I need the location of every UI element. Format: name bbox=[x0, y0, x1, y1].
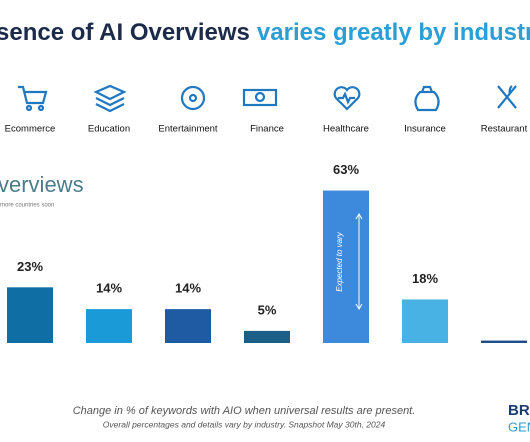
health-icon bbox=[333, 86, 361, 111]
value-label: 14% bbox=[175, 281, 201, 296]
subcaption: Overall percentages and details vary by … bbox=[103, 419, 386, 429]
bar bbox=[165, 309, 211, 343]
money-icon bbox=[242, 88, 278, 107]
cart-wheel bbox=[25, 104, 33, 112]
caption: Change in % of keywords with AIO when un… bbox=[73, 405, 416, 417]
money-coin bbox=[254, 91, 266, 103]
books-icon bbox=[93, 84, 127, 113]
logo-text: verviews bbox=[0, 172, 84, 197]
icons bbox=[18, 84, 517, 113]
brand: GENE bbox=[508, 419, 530, 434]
cart-icon bbox=[18, 85, 48, 105]
pulse bbox=[338, 91, 355, 105]
value-label: 18% bbox=[412, 271, 438, 286]
value-label: 14% bbox=[96, 281, 122, 296]
category-label: Restaurant bbox=[481, 124, 528, 135]
annotation: Expected to vary bbox=[335, 231, 344, 292]
bar bbox=[7, 287, 53, 343]
brand: BRI bbox=[508, 402, 530, 419]
film-hub bbox=[188, 93, 198, 103]
category-label: Healthcare bbox=[323, 124, 369, 135]
bar bbox=[86, 309, 132, 343]
value-label: 5% bbox=[258, 302, 277, 317]
arrow-head bbox=[355, 213, 363, 310]
category-label: Ecommerce bbox=[5, 124, 56, 135]
chart-title: sence of AI Overviews varies greatly by i… bbox=[0, 19, 530, 46]
value-label: 23% bbox=[17, 259, 43, 274]
insurance-icon bbox=[414, 85, 440, 112]
bar bbox=[244, 330, 290, 343]
title-part: varies greatly by industry bbox=[257, 19, 530, 46]
film-icon bbox=[180, 85, 206, 111]
cart-wheel bbox=[37, 104, 45, 112]
bar bbox=[481, 340, 527, 343]
logo-subtext: more countries soon bbox=[0, 203, 54, 209]
category-label: Education bbox=[88, 124, 130, 135]
category-label: Insurance bbox=[404, 124, 446, 135]
bar bbox=[323, 190, 369, 343]
bar bbox=[402, 299, 448, 343]
restaurant-icon bbox=[497, 85, 517, 109]
value-label: 63% bbox=[333, 162, 359, 177]
category-label: Finance bbox=[250, 124, 284, 135]
title-part: sence of AI Overviews bbox=[0, 19, 250, 46]
category-label: Entertainment bbox=[158, 124, 218, 135]
